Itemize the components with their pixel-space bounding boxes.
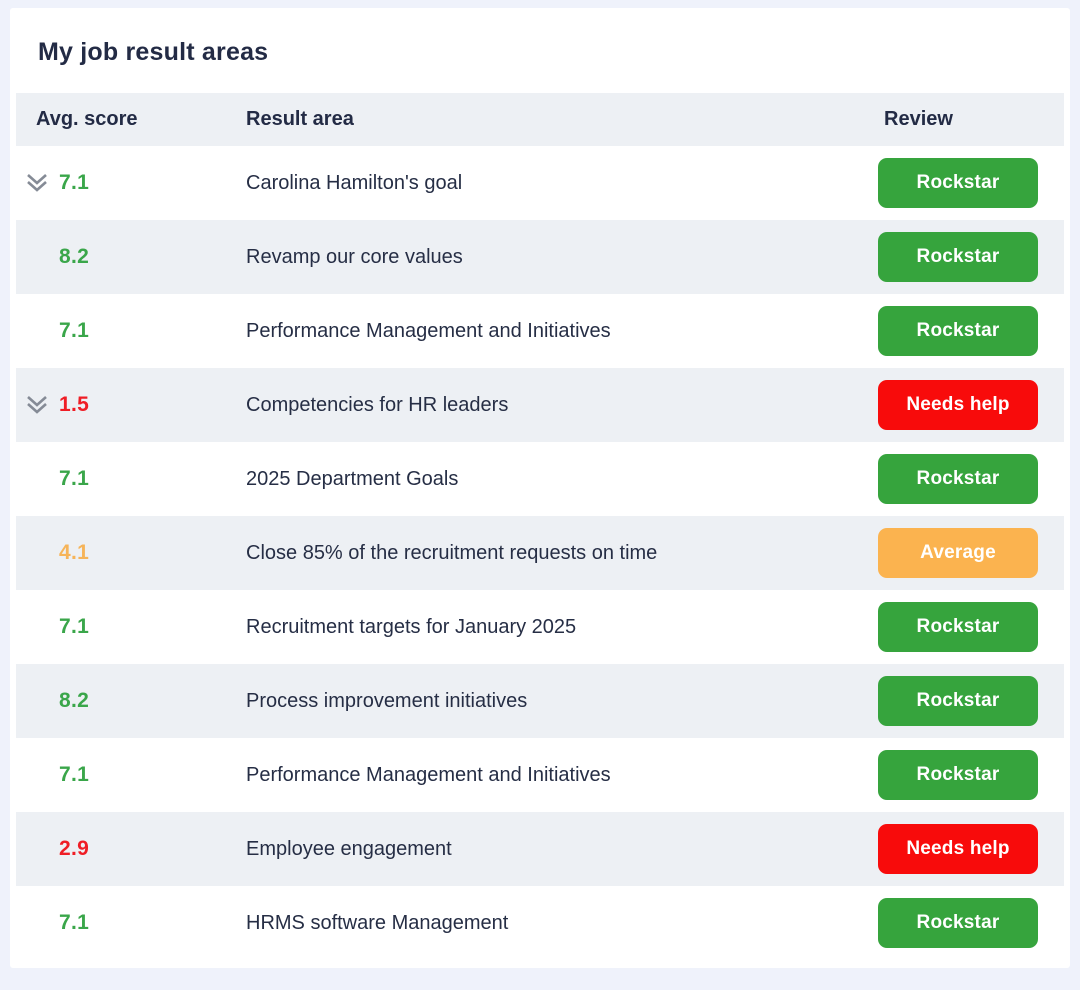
review-cell: Rockstar xyxy=(878,454,1038,504)
column-header-review: Review xyxy=(884,108,953,130)
review-cell: Needs help xyxy=(878,380,1038,430)
page-title: My job result areas xyxy=(38,38,269,66)
result-area-label: Close 85% of the recruitment requests on… xyxy=(246,541,658,564)
table-row[interactable]: 2.9 Employee engagement Needs help xyxy=(16,812,1064,886)
table-row[interactable]: 7.1 Performance Management and Initiativ… xyxy=(16,294,1064,368)
score-cell: 4.1 xyxy=(16,541,246,565)
score-value: 7.1 xyxy=(59,171,90,194)
score-cell: 7.1 xyxy=(16,615,246,639)
score-value: 2.9 xyxy=(59,837,90,860)
score-value: 1.5 xyxy=(59,393,90,416)
result-area-label: Performance Management and Initiatives xyxy=(246,319,611,342)
review-cell: Needs help xyxy=(878,824,1038,874)
review-badge: Average xyxy=(878,528,1038,578)
table-row[interactable]: 7.1 Carolina Hamilton's goal Rockstar xyxy=(16,146,1064,220)
score-cell: 1.5 xyxy=(16,393,246,417)
review-cell: Rockstar xyxy=(878,232,1038,282)
score-cell: 7.1 xyxy=(16,171,246,195)
table-header-row: Avg. score Result area Review xyxy=(16,93,1064,146)
score-cell: 7.1 xyxy=(16,467,246,491)
double-chevron-down-icon xyxy=(27,396,47,414)
result-area-label: HRMS software Management xyxy=(246,911,509,934)
review-cell: Rockstar xyxy=(878,750,1038,800)
table-row[interactable]: 7.1 Performance Management and Initiativ… xyxy=(16,738,1064,812)
table-row[interactable]: 7.1 Recruitment targets for January 2025… xyxy=(16,590,1064,664)
table-row[interactable]: 4.1 Close 85% of the recruitment request… xyxy=(16,516,1064,590)
table-row[interactable]: 7.1 2025 Department Goals Rockstar xyxy=(16,442,1064,516)
score-cell: 8.2 xyxy=(16,689,246,713)
score-value: 4.1 xyxy=(59,541,90,564)
review-cell: Average xyxy=(878,528,1038,578)
result-area-label: Carolina Hamilton's goal xyxy=(246,171,463,194)
review-cell: Rockstar xyxy=(878,306,1038,356)
result-area-label: Process improvement initiatives xyxy=(246,689,528,712)
review-cell: Rockstar xyxy=(878,602,1038,652)
result-area-label: Revamp our core values xyxy=(246,245,463,268)
review-badge: Rockstar xyxy=(878,306,1038,356)
review-badge: Rockstar xyxy=(878,232,1038,282)
score-cell: 8.2 xyxy=(16,245,246,269)
review-cell: Rockstar xyxy=(878,898,1038,948)
result-area-label: Competencies for HR leaders xyxy=(246,393,509,416)
review-badge: Rockstar xyxy=(878,454,1038,504)
review-badge: Rockstar xyxy=(878,750,1038,800)
table-row[interactable]: 8.2 Revamp our core values Rockstar xyxy=(16,220,1064,294)
score-cell: 7.1 xyxy=(16,911,246,935)
result-area-label: Employee engagement xyxy=(246,837,452,860)
column-header-result-area: Result area xyxy=(246,108,354,130)
review-badge: Rockstar xyxy=(878,158,1038,208)
score-value: 8.2 xyxy=(59,689,90,712)
expand-row-button[interactable] xyxy=(25,394,49,416)
review-badge: Needs help xyxy=(878,824,1038,874)
score-value: 7.1 xyxy=(59,911,90,934)
double-chevron-down-icon xyxy=(27,174,47,192)
score-value: 7.1 xyxy=(59,319,90,342)
result-area-label: Performance Management and Initiatives xyxy=(246,763,611,786)
table-body: 7.1 Carolina Hamilton's goal Rockstar 8.… xyxy=(16,146,1064,960)
review-badge: Needs help xyxy=(878,380,1038,430)
review-cell: Rockstar xyxy=(878,158,1038,208)
result-area-label: 2025 Department Goals xyxy=(246,467,459,490)
review-badge: Rockstar xyxy=(878,602,1038,652)
score-value: 8.2 xyxy=(59,245,90,268)
score-cell: 7.1 xyxy=(16,319,246,343)
score-value: 7.1 xyxy=(59,467,90,490)
score-cell: 7.1 xyxy=(16,763,246,787)
job-result-areas-card: My job result areas Avg. score Result ar… xyxy=(10,8,1070,968)
column-header-avg-score: Avg. score xyxy=(36,108,138,130)
result-areas-table: Avg. score Result area Review 7.1 Caroli… xyxy=(16,93,1064,960)
table-row[interactable]: 1.5 Competencies for HR leaders Needs he… xyxy=(16,368,1064,442)
score-value: 7.1 xyxy=(59,615,90,638)
review-cell: Rockstar xyxy=(878,676,1038,726)
review-badge: Rockstar xyxy=(878,898,1038,948)
score-value: 7.1 xyxy=(59,763,90,786)
score-cell: 2.9 xyxy=(16,837,246,861)
expand-row-button[interactable] xyxy=(25,172,49,194)
review-badge: Rockstar xyxy=(878,676,1038,726)
table-row[interactable]: 7.1 HRMS software Management Rockstar xyxy=(16,886,1064,960)
result-area-label: Recruitment targets for January 2025 xyxy=(246,615,577,638)
table-row[interactable]: 8.2 Process improvement initiatives Rock… xyxy=(16,664,1064,738)
